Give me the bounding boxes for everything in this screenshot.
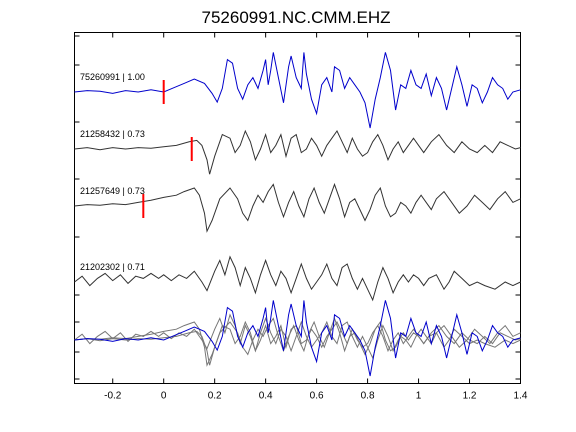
trace-stack	[74, 52, 521, 302]
x-tick-label: 0.4	[259, 391, 273, 402]
trace-label: 21258432 | 0.73	[80, 129, 145, 139]
trace-label: 21257649 | 0.73	[80, 186, 145, 196]
x-tick-label: 0.6	[310, 391, 324, 402]
x-tick-label: 1.4	[514, 391, 528, 402]
pick-markers	[142, 80, 193, 218]
x-axis: -0.2 0 0.2 0.4 0.6 0.8 1 1.2 1.4	[104, 32, 528, 402]
overlay-stack	[74, 300, 521, 377]
x-tick-label: 0.2	[208, 391, 222, 402]
trace-label: 21202302 | 0.71	[80, 262, 145, 272]
trace-line	[74, 52, 521, 129]
chart-title: 75260991.NC.CMM.EHZ	[202, 8, 391, 27]
y-axis-ticks	[74, 35, 521, 380]
overlay-primary-trace	[74, 300, 521, 377]
trace-label: 75260991 | 1.00	[80, 72, 145, 82]
x-tick-label: 0	[161, 391, 167, 402]
trace-line	[74, 255, 521, 302]
overlay-trace	[74, 313, 521, 360]
overlay-trace	[74, 316, 521, 367]
overlay-trace	[74, 320, 521, 366]
x-tick-label: 0.8	[361, 391, 375, 402]
x-tick-label: 1.2	[463, 391, 477, 402]
trace-line	[74, 129, 521, 175]
trace-line	[74, 182, 521, 233]
plot-area	[74, 32, 521, 384]
x-tick-label: 1	[416, 391, 422, 402]
x-tick-label: -0.2	[104, 391, 122, 402]
trace-labels: 75260991 | 1.00 21258432 | 0.73 21257649 |…	[80, 72, 145, 272]
